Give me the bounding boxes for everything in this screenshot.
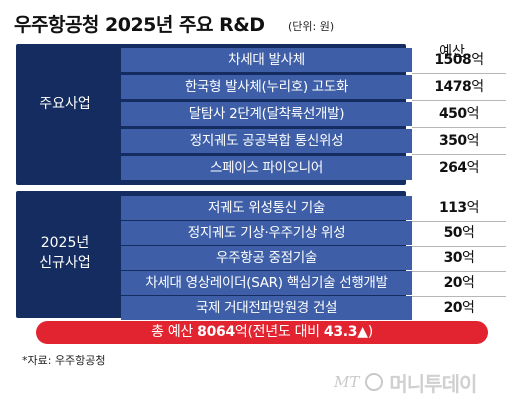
budget-value: 264	[438, 160, 467, 176]
group-label-new-projects: 2025년 신규사업	[16, 233, 114, 273]
total-unit: 억	[234, 324, 248, 340]
budget-value: 20	[443, 300, 463, 316]
chart-title: 우주항공청 2025년 주요 R&D	[14, 14, 265, 36]
row-divider	[412, 100, 506, 101]
budget-unit: 억	[466, 133, 480, 149]
budget-unit: 억	[462, 225, 475, 241]
total-value: 8064	[197, 324, 235, 340]
project-name-cell: 차세대 영상레이더(SAR) 핵심기술 선행개발	[121, 271, 412, 295]
budget-column-header: 예산	[439, 44, 465, 60]
logo-ring-icon	[365, 373, 384, 391]
row-divider	[412, 154, 506, 155]
project-name-cell: 국제 거대전파망원경 건설	[121, 296, 412, 320]
total-close: )	[367, 324, 373, 340]
total-budget-bar: 총 예산 8064억(전년도 대비 43.3▲)	[36, 321, 488, 344]
budget-unit: 억	[466, 160, 480, 176]
budget-value-cell: 20억	[412, 296, 506, 320]
row-divider	[412, 296, 506, 297]
budget-value-cell: 113억	[412, 196, 506, 220]
project-name-cell: 한국형 발사체(누리호) 고도화	[121, 75, 412, 99]
unit-note: (단위: 원)	[288, 20, 335, 33]
total-prefix: 총 예산	[151, 324, 198, 340]
budget-value-cell: 350억	[412, 129, 506, 153]
row-divider	[412, 73, 506, 74]
budget-unit: 억	[471, 52, 484, 68]
project-name-cell: 정지궤도 공공복합 통신위성	[121, 129, 412, 153]
budget-value-cell: 1478억	[412, 75, 506, 99]
row-divider	[412, 127, 506, 128]
total-change: 43.3▲	[323, 324, 368, 340]
budget-value-cell: 450억	[412, 102, 506, 126]
budget-value-cell: 50억	[412, 221, 506, 245]
group-label-main-projects: 주요사업	[16, 94, 114, 114]
row-divider	[412, 271, 506, 272]
publisher-logo: MT 머니투데이	[334, 368, 477, 396]
row-divider	[412, 221, 506, 222]
group-label-text: 주요사업	[39, 96, 91, 112]
project-name-cell: 스페이스 파이오니어	[121, 156, 412, 180]
budget-unit: 억	[466, 106, 480, 122]
budget-value: 30	[443, 250, 463, 266]
budget-value: 350	[438, 133, 467, 149]
budget-value: 1508	[434, 52, 472, 68]
budget-value-cell: 20억	[412, 271, 506, 295]
project-name-cell: 달탐사 2단계(달착륙선개발)	[121, 102, 412, 126]
budget-value: 20	[443, 275, 463, 291]
source-note: *자료: 우주항공청	[22, 354, 106, 367]
project-name-cell: 차세대 발사체	[121, 48, 412, 72]
budget-unit: 억	[462, 300, 475, 316]
logo-name: 머니투데이	[389, 371, 477, 396]
budget-value: 1478	[434, 79, 472, 95]
budget-value-cell: 1508억	[412, 48, 506, 72]
budget-unit: 억	[462, 250, 475, 266]
row-divider	[412, 246, 506, 247]
logo-mark: MT	[334, 373, 360, 391]
budget-unit: 억	[462, 275, 475, 291]
project-name-cell: 정지궤도 기상·우주기상 위성	[121, 221, 412, 245]
budget-value-cell: 30억	[412, 246, 506, 270]
budget-value: 50	[443, 225, 463, 241]
budget-unit: 억	[471, 79, 484, 95]
group-label-text: 신규사업	[39, 255, 91, 271]
total-comparison: (전년도 대비	[247, 324, 324, 340]
budget-value: 450	[438, 106, 467, 122]
project-name-cell: 우주항공 중점기술	[121, 246, 412, 270]
group-label-year: 2025년	[40, 235, 90, 251]
budget-unit: 억	[466, 200, 480, 216]
budget-value-cell: 264억	[412, 156, 506, 180]
budget-value: 113	[438, 200, 467, 216]
project-name-cell: 저궤도 위성통신 기술	[121, 196, 412, 220]
